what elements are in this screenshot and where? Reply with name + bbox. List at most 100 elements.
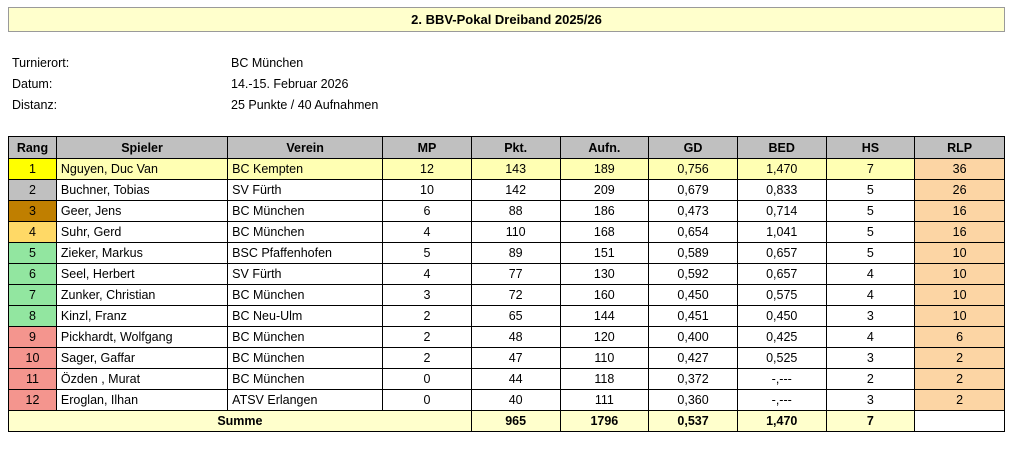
rlp-cell: 36 (914, 158, 1005, 180)
player-name-cell: Kinzl, Franz (55, 305, 229, 327)
rlp-cell: 16 (914, 200, 1005, 222)
aufn-cell: 144 (559, 305, 650, 327)
mp-cell: 5 (382, 242, 472, 264)
rank-cell: 6 (8, 263, 57, 285)
rlp-cell: 10 (914, 284, 1005, 306)
results-table: Rang Spieler Verein MP Pkt. Aufn. GD BED… (8, 136, 1005, 432)
table-row: 9 Pickhardt, Wolfgang BC München 2 48 120 0,40… (8, 326, 1005, 348)
sum-pkt-cell: 965 (470, 410, 561, 432)
player-name-cell: Buchner, Tobias (55, 179, 229, 201)
bed-cell: 0,425 (736, 326, 827, 348)
table-row: 1 Nguyen, Duc Van BC Kempten 12 143 189 0,756 1… (8, 158, 1005, 180)
table-row: 6 Seel, Herbert SV Fürth 4 77 130 0,592 0,657 4 1… (8, 263, 1005, 285)
sum-label-cell: Summe (8, 410, 472, 432)
bed-cell: 1,041 (736, 221, 827, 243)
player-name-cell: Suhr, Gerd (55, 221, 229, 243)
club-cell: BC Kempten (227, 158, 384, 180)
rlp-cell: 2 (914, 347, 1005, 369)
club-cell: SV Fürth (227, 263, 384, 285)
aufn-cell: 118 (559, 368, 650, 390)
pkt-cell: 110 (470, 221, 561, 243)
aufn-cell: 151 (559, 242, 650, 264)
bed-cell: 0,575 (736, 284, 827, 306)
gd-cell: 0,654 (648, 221, 738, 243)
header-gd: GD (648, 136, 738, 159)
player-name-cell: Eroglan, Ilhan (55, 389, 229, 411)
page-title: 2. BBV-Pokal Dreiband 2025/26 (8, 7, 1005, 32)
hs-cell: 3 (825, 347, 916, 369)
mp-cell: 0 (382, 368, 472, 390)
table-row: 8 Kinzl, Franz BC Neu-Ulm 2 65 144 0,451 0,450 3… (8, 305, 1005, 327)
rank-cell: 2 (8, 179, 57, 201)
aufn-cell: 130 (559, 263, 650, 285)
bed-cell: -,--- (736, 389, 827, 411)
mp-cell: 6 (382, 200, 472, 222)
header-verein: Verein (227, 136, 384, 159)
pkt-cell: 88 (470, 200, 561, 222)
aufn-cell: 120 (559, 326, 650, 348)
club-cell: BC München (227, 368, 384, 390)
header-aufn: Aufn. (559, 136, 650, 159)
rlp-cell: 6 (914, 326, 1005, 348)
gd-cell: 0,400 (648, 326, 738, 348)
gd-cell: 0,427 (648, 347, 738, 369)
rlp-cell: 2 (914, 368, 1005, 390)
header-hs: HS (825, 136, 916, 159)
player-name-cell: Zunker, Christian (55, 284, 229, 306)
pkt-cell: 44 (470, 368, 561, 390)
hs-cell: 4 (825, 326, 916, 348)
club-cell: BSC Pfaffenhofen (227, 242, 384, 264)
header-rlp: RLP (914, 136, 1005, 159)
hs-cell: 4 (825, 263, 916, 285)
table-sum-row: Summe 965 1796 0,537 1,470 7 (8, 410, 1005, 432)
info-label-distance: Distanz: (12, 97, 58, 112)
pkt-cell: 72 (470, 284, 561, 306)
club-cell: BC Neu-Ulm (227, 305, 384, 327)
pkt-cell: 142 (470, 179, 561, 201)
results-table-body: 1 Nguyen, Duc Van BC Kempten 12 143 189 0,756 1… (8, 158, 1005, 432)
hs-cell: 3 (825, 305, 916, 327)
info-value-venue: BC München (231, 55, 304, 70)
sum-bed-cell: 1,470 (736, 410, 827, 432)
info-value-distance: 25 Punkte / 40 Aufnahmen (231, 97, 379, 112)
club-cell: SV Fürth (227, 179, 384, 201)
mp-cell: 2 (382, 326, 472, 348)
info-label-venue: Turnierort: (12, 55, 70, 70)
gd-cell: 0,372 (648, 368, 738, 390)
player-name-cell: Zieker, Markus (55, 242, 229, 264)
player-name-cell: Pickhardt, Wolfgang (55, 326, 229, 348)
rlp-cell: 16 (914, 221, 1005, 243)
sum-rlp-cell (914, 410, 1005, 432)
pkt-cell: 65 (470, 305, 561, 327)
table-header-row: Rang Spieler Verein MP Pkt. Aufn. GD BED… (8, 136, 1005, 159)
aufn-cell: 168 (559, 221, 650, 243)
bed-cell: 0,657 (736, 242, 827, 264)
bed-cell: 0,525 (736, 347, 827, 369)
hs-cell: 3 (825, 389, 916, 411)
mp-cell: 3 (382, 284, 472, 306)
pkt-cell: 77 (470, 263, 561, 285)
header-spieler: Spieler (55, 136, 229, 159)
info-row-venue: Turnierort: BC München (12, 52, 612, 73)
rank-cell: 11 (8, 368, 57, 390)
mp-cell: 10 (382, 179, 472, 201)
sum-gd-cell: 0,537 (648, 410, 738, 432)
aufn-cell: 111 (559, 389, 650, 411)
info-value-date: 14.-15. Februar 2026 (231, 76, 349, 91)
tournament-info: Turnierort: BC München Datum: 14.-15. Fe… (12, 52, 612, 115)
club-cell: BC München (227, 347, 384, 369)
rank-cell: 5 (8, 242, 57, 264)
header-mp: MP (382, 136, 472, 159)
pkt-cell: 89 (470, 242, 561, 264)
mp-cell: 2 (382, 305, 472, 327)
sum-aufn-cell: 1796 (559, 410, 650, 432)
table-row: 7 Zunker, Christian BC München 3 72 160 0,450 0… (8, 284, 1005, 306)
table-row: 4 Suhr, Gerd BC München 4 110 168 0,654 1,041 5 1… (8, 221, 1005, 243)
club-cell: BC München (227, 284, 384, 306)
table-row: 5 Zieker, Markus BSC Pfaffenhofen 5 89 151 0,5… (8, 242, 1005, 264)
table-row: 12 Eroglan, Ilhan ATSV Erlangen 0 40 111 0,360… (8, 389, 1005, 411)
hs-cell: 5 (825, 179, 916, 201)
rank-cell: 1 (8, 158, 57, 180)
pkt-cell: 143 (470, 158, 561, 180)
pkt-cell: 47 (470, 347, 561, 369)
